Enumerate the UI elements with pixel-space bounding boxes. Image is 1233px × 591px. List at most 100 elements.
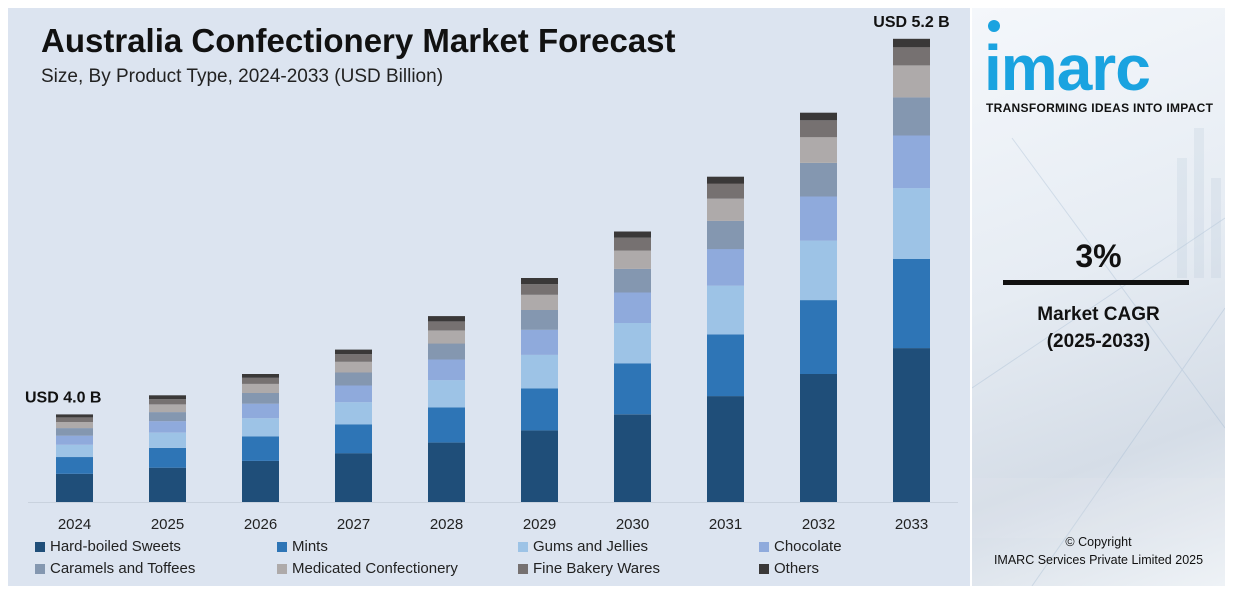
x-tick-label: 2029 <box>523 516 556 533</box>
cagr-value: 3% <box>1075 238 1122 274</box>
bar-segment-2030-5 <box>614 250 651 269</box>
bar-segment-2024-7 <box>56 414 93 418</box>
x-tick-label: 2026 <box>244 516 277 533</box>
bar-segment-2029-3 <box>521 329 558 355</box>
legend-swatch <box>35 563 45 574</box>
bar-segment-2030-6 <box>614 237 651 251</box>
bar-segment-2032-2 <box>800 240 837 301</box>
x-tick-label: 2027 <box>337 516 370 533</box>
legend-label: Others <box>774 560 820 577</box>
bar-segment-2029-2 <box>521 355 558 389</box>
bar-segment-2033-1 <box>893 259 930 349</box>
bar-segment-2032-1 <box>800 300 837 374</box>
bar-segment-2024-6 <box>56 417 93 422</box>
cagr-divider <box>1003 280 1189 285</box>
chart-panel: Australia Confectionery Market Forecast … <box>8 8 970 586</box>
x-tick-label: 2024 <box>58 516 91 533</box>
bar-segment-2029-6 <box>521 284 558 295</box>
data-label-2033: USD 5.2 B <box>873 14 949 31</box>
cagr-label-line1: Market CAGR <box>1037 304 1160 325</box>
bar-segment-2028-1 <box>428 407 465 443</box>
bar-segment-2028-7 <box>428 316 465 322</box>
legend-swatch <box>518 563 528 574</box>
legend-label: Medicated Confectionery <box>292 560 458 577</box>
bar-segment-2025-1 <box>149 447 186 468</box>
legend-label: Mints <box>292 538 328 555</box>
bar-segment-2026-4 <box>242 393 279 404</box>
bar-segment-2033-0 <box>893 348 930 502</box>
bar-segment-2031-6 <box>707 183 744 199</box>
bar-segment-2027-1 <box>335 424 372 454</box>
bar-segment-2031-2 <box>707 285 744 335</box>
legend-label: Fine Bakery Wares <box>533 560 660 577</box>
bar-segment-2033-6 <box>893 47 930 66</box>
bar-segment-2029-4 <box>521 310 558 330</box>
bar-segment-2033-5 <box>893 65 930 98</box>
copyright: © Copyright IMARC Services Private Limit… <box>972 533 1225 569</box>
bar-segment-2032-3 <box>800 196 837 241</box>
bar-segment-2032-0 <box>800 374 837 502</box>
bar-segment-2027-3 <box>335 385 372 403</box>
legend-item: Medicated Confectionery <box>277 560 458 577</box>
bar-segment-2027-5 <box>335 361 372 373</box>
background-decoration <box>972 128 1225 586</box>
bar-segment-2026-7 <box>242 374 279 378</box>
bar-segment-2029-1 <box>521 388 558 431</box>
bar-segment-2031-5 <box>707 198 744 221</box>
bar-segment-2031-4 <box>707 220 744 250</box>
bar-segment-2028-5 <box>428 330 465 344</box>
legend-label: Hard-boiled Sweets <box>50 538 181 555</box>
bar-segment-2025-0 <box>149 467 186 502</box>
bar-segment-2024-4 <box>56 428 93 436</box>
bar-segment-2030-2 <box>614 323 651 364</box>
bar-segment-2025-5 <box>149 404 186 413</box>
bar-segment-2031-1 <box>707 334 744 397</box>
bar-segment-2029-5 <box>521 294 558 310</box>
bar-segment-2030-7 <box>614 231 651 238</box>
brand-tagline: TRANSFORMING IDEAS INTO IMPACT <box>986 101 1214 115</box>
bar-segment-2029-7 <box>521 278 558 285</box>
legend-item: Gums and Jellies <box>518 538 648 555</box>
bar-segment-2033-2 <box>893 188 930 259</box>
bar-segment-2024-2 <box>56 444 93 458</box>
bar-segment-2028-3 <box>428 359 465 381</box>
legend-swatch <box>277 541 287 552</box>
legend-item: Others <box>759 560 819 577</box>
bar-segment-2032-7 <box>800 112 837 121</box>
x-tick-label: 2025 <box>151 516 184 533</box>
legend-swatch <box>35 541 45 552</box>
bar-segment-2026-3 <box>242 403 279 419</box>
bar-segment-2025-7 <box>149 395 186 400</box>
legend-item: Fine Bakery Wares <box>518 560 660 577</box>
bar-segment-2024-5 <box>56 422 93 429</box>
bar-segment-2026-2 <box>242 418 279 437</box>
bar-segment-2032-5 <box>800 137 837 163</box>
bar-segment-2030-1 <box>614 363 651 415</box>
legend-label: Gums and Jellies <box>533 538 649 555</box>
legend-item: Mints <box>277 538 328 555</box>
bar-segment-2025-3 <box>149 421 186 433</box>
bar-segment-2024-0 <box>56 473 93 502</box>
bar-segment-2024-3 <box>56 435 93 445</box>
x-tick-label: 2028 <box>430 516 463 533</box>
x-tick-label: 2033 <box>895 516 928 533</box>
legend-item: Hard-boiled Sweets <box>35 538 181 555</box>
bar-segment-2033-7 <box>893 38 930 48</box>
x-tick-label: 2031 <box>709 516 742 533</box>
bar-segment-2030-4 <box>614 268 651 293</box>
chart-title: Australia Confectionery Market Forecast <box>41 22 676 59</box>
legend-swatch <box>759 541 769 552</box>
legend-swatch <box>277 563 287 574</box>
logo-dot <box>988 20 1000 32</box>
bar-segment-2033-3 <box>893 135 930 189</box>
legend-item: Caramels and Toffees <box>35 560 195 577</box>
cagr-label-line2: (2025-2033) <box>1046 331 1151 352</box>
bar-segment-2027-4 <box>335 372 372 386</box>
bar-segment-2025-4 <box>149 412 186 422</box>
bar-segment-2031-3 <box>707 249 744 286</box>
bar-segment-2025-2 <box>149 432 186 448</box>
legend-swatch <box>518 541 528 552</box>
copyright-line1: © Copyright <box>1065 535 1132 549</box>
bar-segment-2026-0 <box>242 460 279 502</box>
bar-segment-2025-6 <box>149 399 186 405</box>
